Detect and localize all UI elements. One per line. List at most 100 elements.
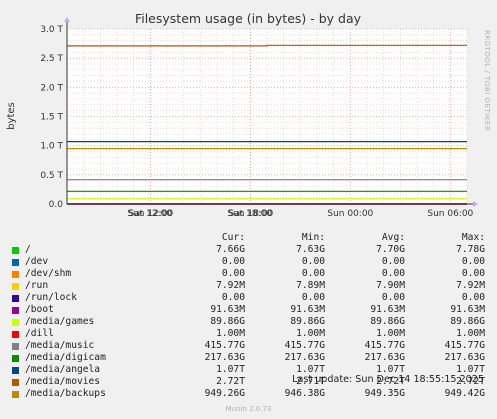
legend-min: 0.00 [301,292,325,303]
legend-avg: 7.90M [376,280,405,291]
legend-avg: 89.86G [370,316,405,327]
legend-min: 2.71T [296,376,325,387]
legend-rows: /7.66G 7.63G 7.70G 7.78G/dev 0.00 0.00 0.00 0.0… [12,244,492,400]
legend-avg: 1.07T [376,364,405,375]
legend-cur: 0.00 [221,292,245,303]
legend-swatch [12,366,19,374]
legend-max: 949.42G [444,388,485,399]
legend-min: 1.00M [296,328,325,339]
legend-row: /dill 1.00M 1.00M 1.00M 1.00M [12,328,492,340]
legend-swatch [12,270,19,278]
chart-title: Filesystem usage (in bytes) - by day [135,11,362,26]
legend-max: 7.78G [456,244,485,255]
legend-cur: 217.63G [204,352,245,363]
y-tick-label: 1.5 T [40,113,63,123]
legend-cur: 89.86G [210,316,245,327]
legend-row: /media/movies 2.72T 2.71T 2.72T 2.72T [12,376,492,388]
legend-swatch [12,378,19,386]
legend-max: 1.00M [456,328,485,339]
legend-series-name: /media/movies [25,376,101,387]
legend-cur: 949.26G [204,388,245,399]
x-tick-label: Sun 00:00 [327,209,373,219]
legend-table: Cur: Min: Avg: Max: / 7.66G 7.63G 7.70G 7.78… [12,232,492,400]
legend-cur: 7.66G [216,244,245,255]
y-tick-label: 2.0 T [40,83,63,93]
legend-row: /media/games 89.86G 89.86G 89.86G 89.86G [12,316,492,328]
legend-swatch [12,354,19,362]
legend-max: 1.07T [456,364,485,375]
generator-credit: Munin 2.0.73 [225,405,272,413]
legend-max: 415.77G [444,340,485,351]
legend-max: 7.92M [456,280,485,291]
y-tick-label: 0.5 T [40,171,63,181]
legend-row: /dev 0.00 0.00 0.00 0.00 [12,256,492,268]
legend-min: 7.63G [296,244,325,255]
y-tick-label: 0.0 [49,200,64,210]
legend-avg: 0.00 [381,256,405,267]
legend-avg: 0.00 [381,268,405,279]
legend-cur: 0.00 [221,268,245,279]
legend-avg: 415.77G [364,340,405,351]
legend-series-name: /media/music [25,340,95,351]
legend-series-name: /run/lock [25,292,77,303]
legend-avg: 0.00 [381,292,405,303]
legend-swatch [12,282,19,290]
legend-series-name: /boot [25,304,54,315]
legend-header: Cur: Min: Avg: Max: [12,232,492,244]
legend-series-name: /media/backups [25,388,106,399]
legend-swatch [12,294,19,302]
legend-min: 89.86G [290,316,325,327]
legend-row: /media/digicam 217.63G 217.63G 217.63G 217.6… [12,352,492,364]
legend-cur: 1.07T [216,364,245,375]
x-tick-label: Sat 18:00 [229,209,273,219]
legend-row: / 7.66G 7.63G 7.70G 7.78G [12,244,492,256]
legend-max: 217.63G [444,352,485,363]
legend-swatch [12,342,19,350]
x-tick-label: Sun 06:00 [427,209,473,219]
rrdtool-watermark: RRDTOOL / TOBI OETIKER [483,30,491,131]
legend-header-cur: Cur: [221,232,245,243]
legend-header-max: Max: [461,232,485,243]
legend-min: 946.38G [284,388,325,399]
legend-min: 0.00 [301,268,325,279]
legend-swatch [12,306,19,314]
y-tick-label: 1.0 T [40,142,63,152]
legend-series-name: /run [25,280,49,291]
last-update: Last update: Sun Dec 14 18:55:15 2025 [292,374,484,385]
legend-max: 0.00 [461,256,485,267]
legend-min: 1.07T [296,364,325,375]
legend-series-name: /media/digicam [25,352,106,363]
legend-avg: 7.70G [376,244,405,255]
legend-cur: 7.92M [216,280,245,291]
y-tick-label: 2.5 T [40,54,63,64]
legend-series-name: /dev [25,256,49,267]
legend-avg: 1.00M [376,328,405,339]
x-tick-label: Sun 12:00 [127,209,173,219]
series-line-media-movies [67,44,467,47]
legend-min: 415.77G [284,340,325,351]
legend-min: 217.63G [284,352,325,363]
y-tick-label: 3.0 T [40,25,63,35]
legend-series-name: /dill [25,328,54,339]
legend-swatch [12,258,19,266]
x-tick-label: Sat 12:00 [129,209,173,219]
legend-avg: 949.35G [364,388,405,399]
x-tick-label: Sun 18:00 [227,209,273,219]
legend-swatch [12,246,19,254]
legend-max: 2.72T [456,376,485,387]
legend-swatch [12,390,19,398]
chart-area: Sat 12:00 Sat 18:00 Sun 00:00 Sun 06:00 Sun … [6,11,491,219]
legend-row: /media/music 415.77G 415.77G 415.77G 415.77G [12,340,492,352]
legend-header-avg: Avg: [381,232,405,243]
legend-row: /dev/shm 0.00 0.00 0.00 0.00 [12,268,492,280]
legend-cur: 0.00 [221,256,245,267]
legend-swatch [12,318,19,326]
legend-series-name: / [25,244,31,255]
legend-swatch [12,330,19,338]
legend-row: /media/angela 1.07T 1.07T 1.07T 1.07T [12,364,492,376]
legend-cur: 1.00M [216,328,245,339]
legend-avg: 217.63G [364,352,405,363]
legend-series-name: /media/games [25,316,95,327]
legend-min: 7.89M [296,280,325,291]
legend-cur: 415.77G [204,340,245,351]
